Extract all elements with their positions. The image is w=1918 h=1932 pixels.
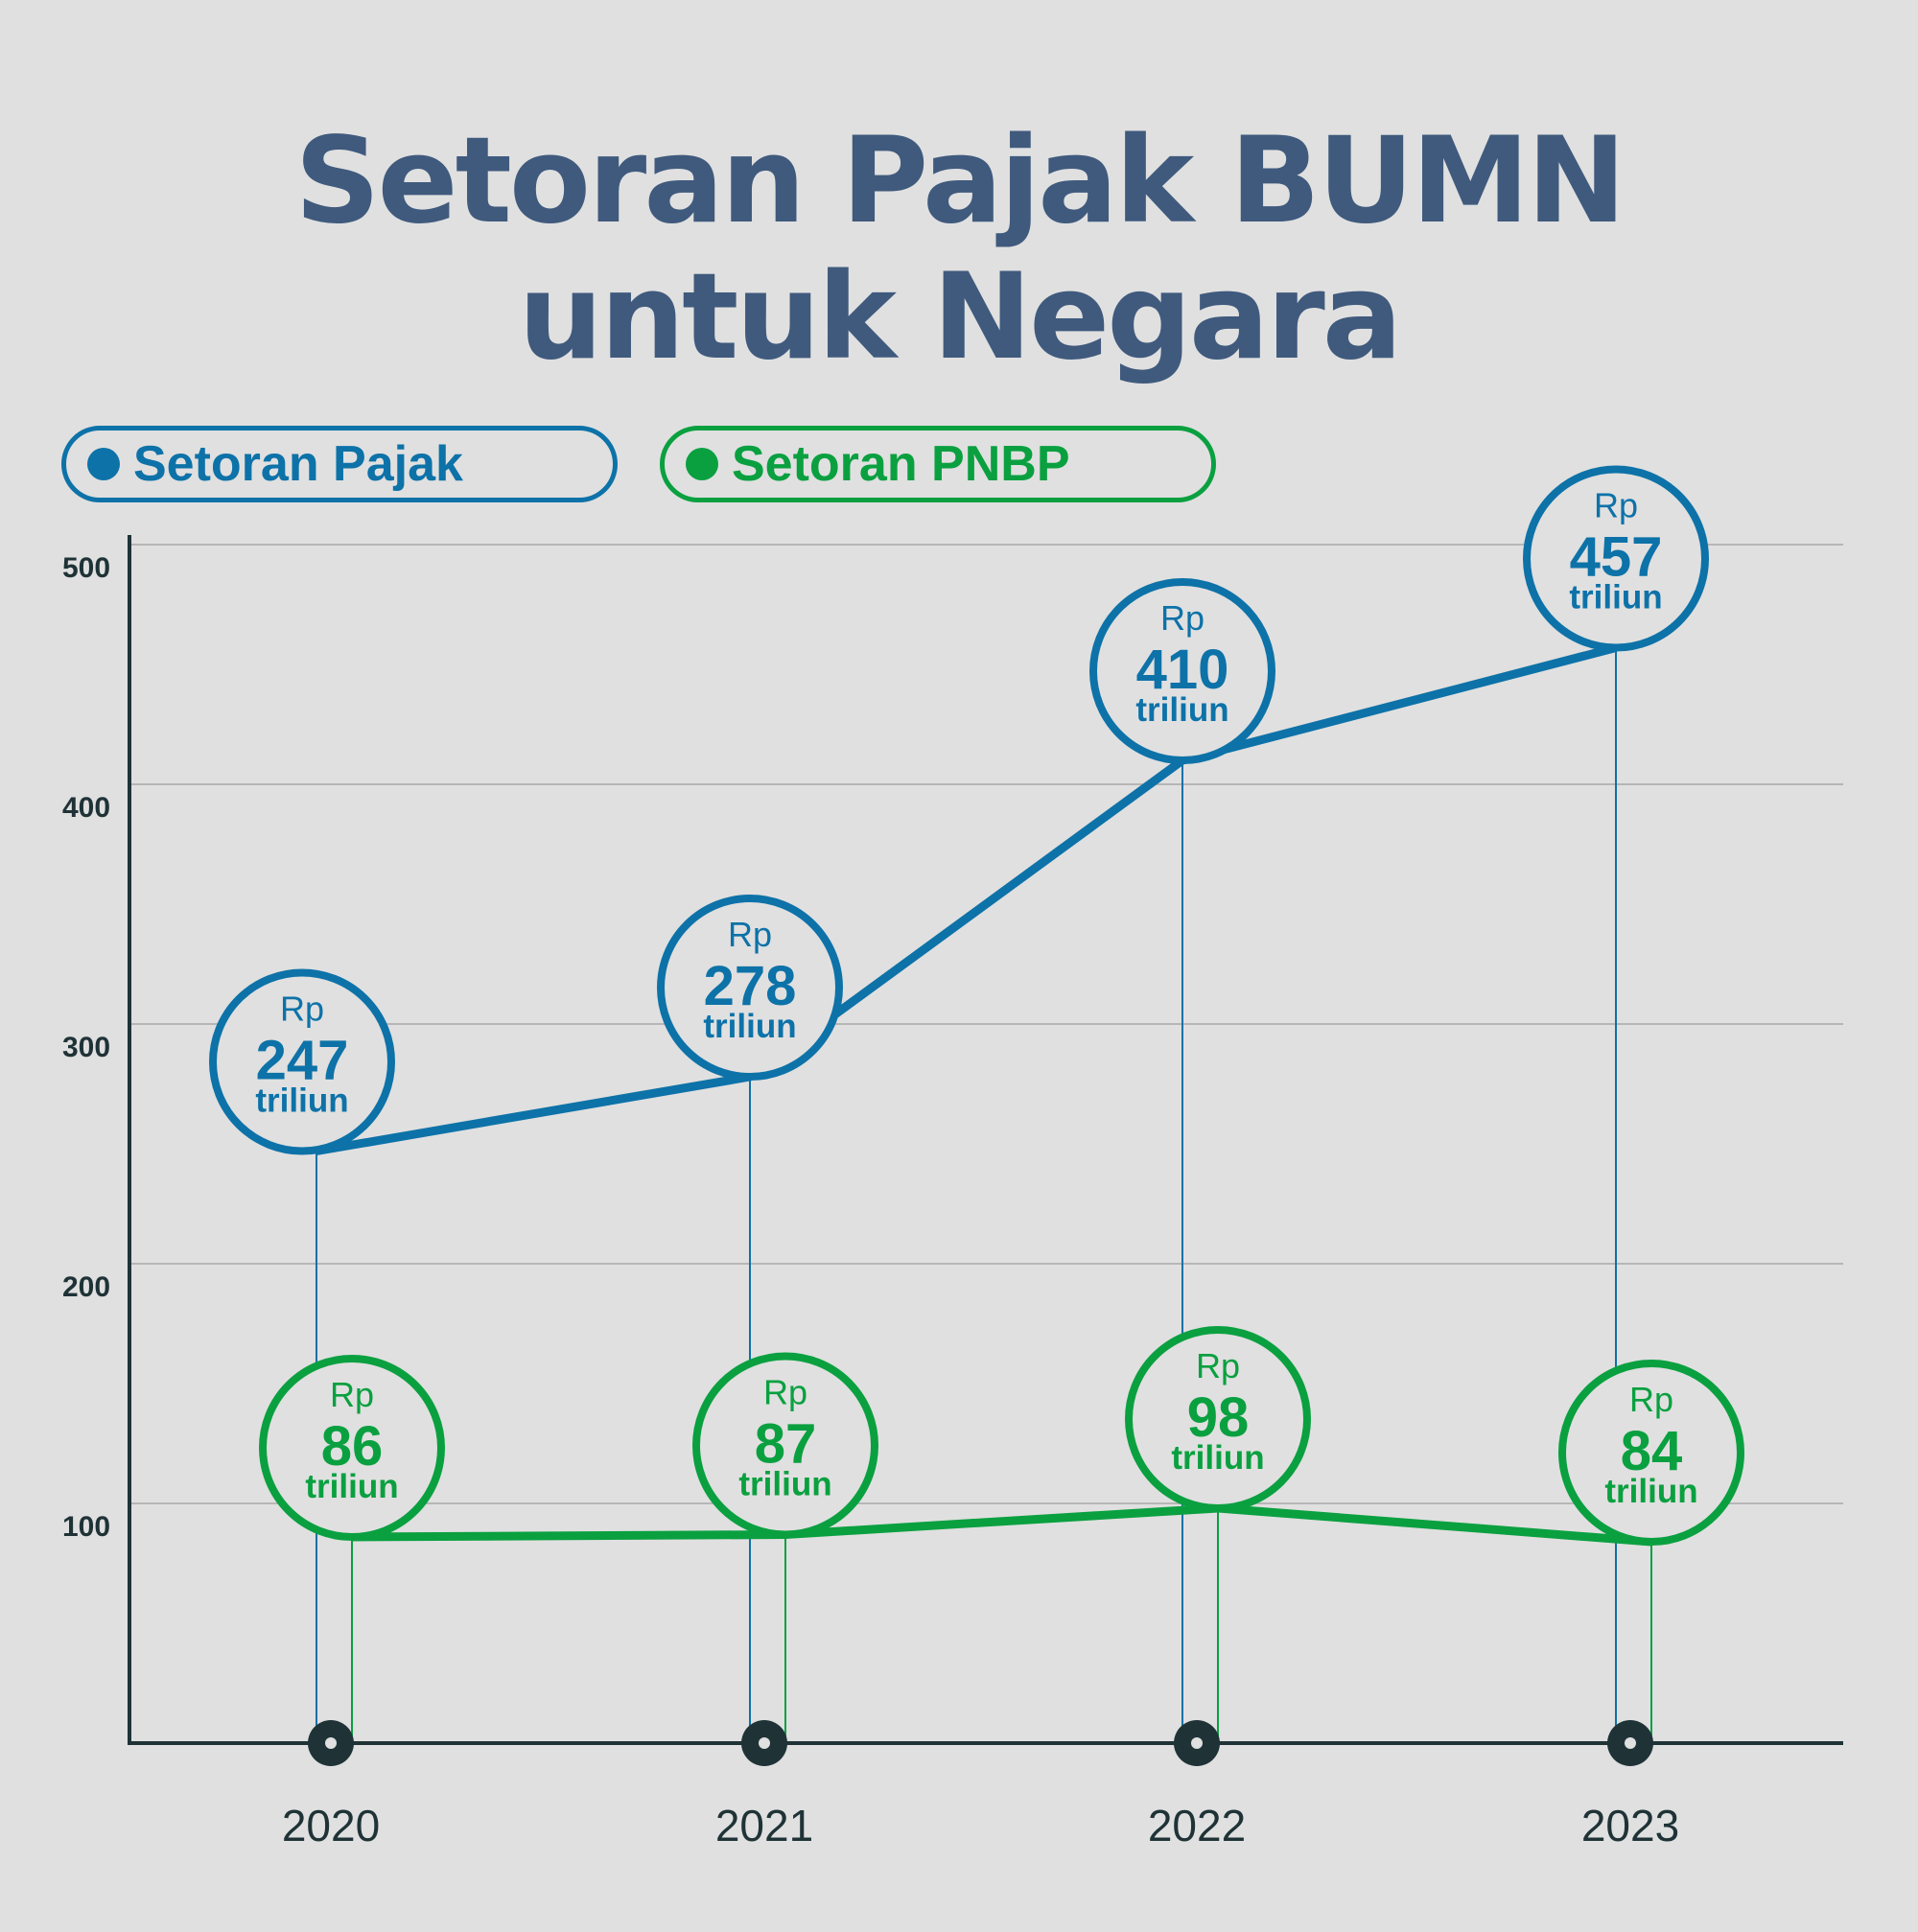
data-bubble-circle [1125, 1326, 1311, 1512]
data-bubble-circle [1558, 1360, 1744, 1546]
y-tick-label-200: 200 [62, 1271, 110, 1303]
data-label-prefix: Rp [330, 1375, 374, 1414]
data-label-value: 86 [321, 1415, 384, 1478]
data-label-prefix: Rp [763, 1373, 807, 1412]
data-label-prefix: Rp [728, 915, 772, 954]
data-label-prefix: Rp [1629, 1380, 1673, 1419]
x-axis-markers: 2020 2021 2022 2023 [282, 1720, 1679, 1851]
legend-label-pnbp: Setoran PNBP [732, 436, 1070, 492]
data-label-value: 278 [704, 955, 797, 1017]
legend-item-setoran-pnbp: Setoran PNBP [660, 426, 1216, 502]
data-bubble-circle [209, 968, 395, 1155]
data-label-value: 410 [1136, 639, 1229, 701]
data-label-prefix: Rp [280, 989, 324, 1029]
legend-label-pajak: Setoran Pajak [133, 436, 463, 492]
data-bubble-circle [1089, 578, 1275, 764]
x-tick-label-2022: 2022 [1148, 1801, 1246, 1851]
legend-dot-pajak-icon [87, 448, 120, 480]
data-label-suffix: triliun [1135, 691, 1228, 729]
data-bubble-circle [1523, 465, 1709, 652]
chart-title: Setoran Pajak BUMN untuk Negara [0, 113, 1918, 385]
data-label-suffix: triliun [1569, 579, 1662, 617]
data-label-prefix: Rp [1160, 598, 1205, 638]
x-marker-center-2023-icon [1625, 1737, 1636, 1749]
value-bubbles: Rp247triliunRp278triliunRp410triliunRp45… [209, 465, 1744, 1546]
x-tick-label-2023: 2023 [1581, 1801, 1679, 1851]
data-label-suffix: triliun [703, 1008, 796, 1045]
data-label-suffix: triliun [255, 1082, 348, 1120]
data-bubble-circle [692, 1352, 878, 1539]
y-tick-label-500: 500 [62, 552, 110, 584]
series-line-pnbp [351, 1503, 1652, 1547]
data-label-suffix: triliun [305, 1468, 398, 1505]
data-bubble-circle [259, 1355, 445, 1541]
y-tick-label-300: 300 [62, 1032, 110, 1063]
x-marker-center-2020-icon [325, 1737, 337, 1749]
y-tick-label-400: 400 [62, 792, 110, 824]
chart-title-line-2: untuk Negara [518, 248, 1403, 386]
data-label-suffix: triliun [1604, 1473, 1697, 1510]
data-bubble-circle [657, 895, 843, 1081]
legend-item-setoran-pajak: Setoran Pajak [61, 426, 618, 502]
data-label-value: 457 [1570, 526, 1663, 589]
data-label-prefix: Rp [1594, 486, 1638, 525]
data-label-value: 247 [256, 1030, 349, 1092]
data-label-suffix: triliun [738, 1466, 831, 1503]
chart-title-line-1: Setoran Pajak BUMN [294, 112, 1626, 250]
drop-lines [316, 647, 1652, 1743]
data-label-prefix: Rp [1196, 1346, 1240, 1385]
legend-dot-pnbp-icon [686, 448, 718, 480]
data-label-value: 98 [1187, 1386, 1250, 1449]
y-tick-label-100: 100 [62, 1511, 110, 1543]
data-label-suffix: triliun [1171, 1439, 1264, 1477]
series-lines [316, 643, 1652, 1547]
x-marker-center-2021-icon [759, 1737, 770, 1749]
x-marker-center-2022-icon [1191, 1737, 1203, 1749]
x-tick-label-2020: 2020 [282, 1801, 380, 1851]
x-tick-label-2021: 2021 [715, 1801, 813, 1851]
axes: 100 200 300 400 500 [62, 535, 1843, 1745]
data-label-value: 87 [755, 1413, 817, 1476]
series-line-pajak [316, 643, 1618, 1155]
data-label-value: 84 [1621, 1420, 1683, 1482]
